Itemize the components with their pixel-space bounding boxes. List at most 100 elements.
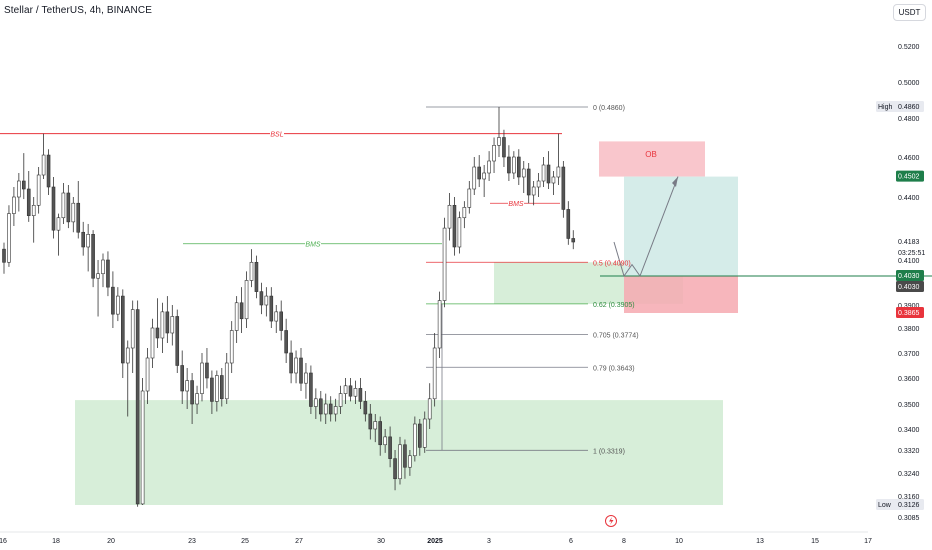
- candle-body: [91, 234, 95, 279]
- candle-body: [76, 202, 81, 233]
- price-label-value: 03:25:51: [898, 250, 925, 257]
- fib-label-1: 0.5 (0.4090): [593, 260, 631, 267]
- candle-body: [56, 217, 61, 231]
- candle-body: [41, 154, 46, 176]
- candle-body: [130, 309, 135, 349]
- candle-body: [165, 311, 170, 334]
- candle-body: [328, 403, 333, 415]
- candle-body: [348, 385, 353, 397]
- candle-body: [224, 362, 229, 400]
- currency-selector[interactable]: USDT: [893, 4, 926, 21]
- candle-body: [51, 186, 56, 231]
- candle-body: [234, 302, 239, 331]
- candle-body: [497, 137, 501, 146]
- candle-body: [566, 209, 571, 239]
- x-tick-label: 6: [569, 538, 573, 545]
- x-tick-label: 20: [107, 538, 115, 545]
- price-label-name: High: [878, 104, 893, 111]
- candle-body: [388, 436, 392, 459]
- price-label-bg: [896, 247, 924, 258]
- fib-label-4: 0.79 (0.3643): [593, 365, 635, 372]
- candle-body: [417, 423, 422, 448]
- candle-body: [398, 444, 402, 480]
- candle-body: [279, 311, 284, 331]
- candle-body: [477, 166, 482, 180]
- candle-body: [462, 207, 467, 219]
- candle-body: [215, 375, 219, 402]
- candle-body: [269, 295, 274, 322]
- x-tick-label: 2025: [427, 538, 443, 545]
- candle-body: [229, 330, 234, 364]
- candle-body: [170, 316, 175, 334]
- candle-body: [210, 377, 214, 402]
- candle-body: [61, 192, 66, 219]
- projection-path: [613, 176, 679, 278]
- candle-body: [81, 231, 85, 248]
- price-label-value: 0.4860: [898, 104, 920, 111]
- candle-body: [531, 186, 536, 196]
- y-tick-label: 0.3900: [898, 303, 920, 310]
- candle-body: [180, 365, 184, 392]
- price-label-bg: [896, 236, 924, 247]
- x-tick-label: 8: [622, 538, 626, 545]
- price-label-bg: [896, 281, 924, 292]
- candle-body: [492, 145, 496, 162]
- candle-body: [145, 357, 150, 392]
- candle-body: [31, 204, 36, 216]
- candle-body: [106, 259, 110, 288]
- candle-body: [393, 458, 397, 480]
- bsl-label-bg: [270, 128, 284, 138]
- fib-label-0: 0 (0.4860): [593, 105, 625, 112]
- candle-body: [358, 388, 363, 402]
- candle-body: [487, 160, 491, 174]
- stop-zone: [624, 276, 738, 313]
- y-tick-label: 0.3600: [898, 376, 920, 383]
- order-block-zone: [599, 141, 705, 177]
- time-axis[interactable]: 16 18 20 23 25 27 30 2025 3 6 8 10 13 15 17: [0, 515, 872, 546]
- fib-label-5: 1 (0.3319): [593, 448, 625, 455]
- price-label-value: 0.4030: [898, 284, 920, 291]
- y-tick-label: 0.3400: [898, 427, 920, 434]
- y-tick-label: 0.3700: [898, 351, 920, 358]
- candle-body: [264, 295, 269, 306]
- candle-body: [502, 137, 506, 158]
- bms-label-left-bg: [305, 238, 321, 248]
- candle-body: [422, 418, 427, 448]
- candle-body: [294, 357, 298, 374]
- candle-body: [111, 286, 115, 315]
- candle-body: [21, 180, 26, 190]
- fib-label-2: 0.62 (0.3905): [593, 302, 635, 309]
- candle-body: [175, 316, 180, 366]
- x-tick-label: 3: [487, 538, 491, 545]
- bsl-label: BSL: [270, 132, 283, 139]
- candle-body: [254, 261, 259, 292]
- candle-body: [244, 280, 249, 320]
- candle-body: [551, 176, 556, 184]
- bms-label-left: BMS: [305, 242, 321, 249]
- candle-body: [71, 202, 76, 223]
- candle-body: [521, 168, 526, 178]
- lightning-icon: [609, 517, 614, 525]
- candle-body: [96, 273, 100, 279]
- candle-body: [472, 166, 477, 190]
- candle-body: [150, 327, 155, 359]
- candle-body: [239, 302, 244, 320]
- price-label-value: 0.3126: [898, 502, 920, 509]
- y-tick-label: 0.3085: [898, 515, 920, 522]
- x-tick-label: 18: [52, 538, 60, 545]
- candle-body: [482, 172, 486, 180]
- candle-body: [427, 398, 432, 420]
- bms-label-right: BMS: [508, 201, 524, 208]
- candle-body: [66, 192, 71, 223]
- candle-body: [437, 300, 442, 349]
- candle-body: [546, 164, 551, 184]
- candle-body: [116, 295, 120, 315]
- candle-body: [408, 455, 412, 468]
- candle-body: [185, 380, 189, 392]
- projection-arrow: [672, 176, 678, 187]
- candle-body: [299, 357, 303, 384]
- candle-body: [556, 166, 561, 178]
- price-label-name: Low: [878, 502, 892, 509]
- price-axis[interactable]: 0.5200 0.5000 0.4800 0.4600 0.4400 0.4100 0.39…: [876, 44, 925, 522]
